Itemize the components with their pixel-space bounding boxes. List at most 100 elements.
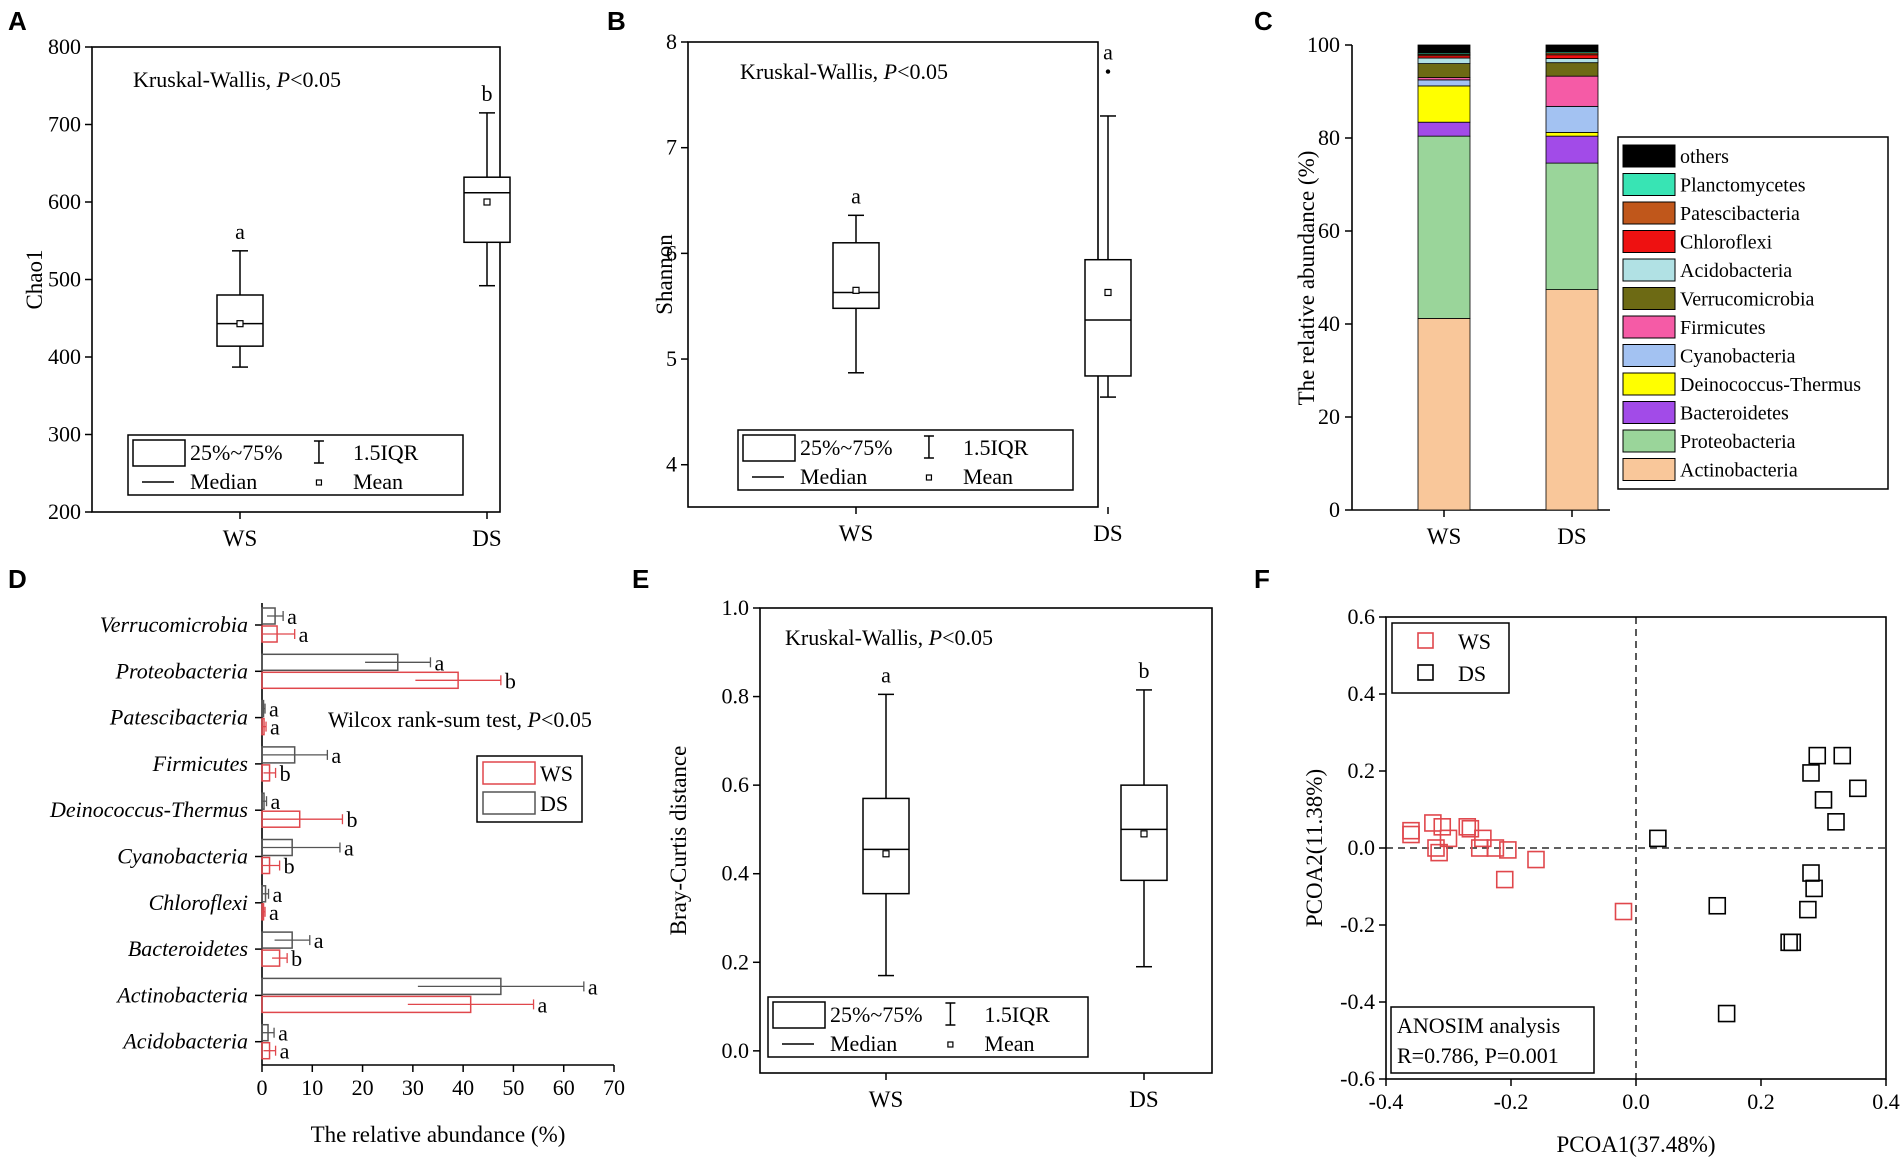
data-point-ws <box>1430 843 1448 862</box>
x-tick-label: 30 <box>402 1075 424 1100</box>
mean-marker <box>236 320 244 328</box>
legend-box-swatch <box>742 434 796 462</box>
data-point-ws <box>1424 814 1442 832</box>
bar-segment-verrucomicrobia <box>1545 62 1599 77</box>
x-tick-label: DS <box>1129 1087 1158 1112</box>
data-point-ds <box>1717 1004 1736 1023</box>
significance-letter: a <box>280 1039 290 1064</box>
data-point-ds <box>1827 813 1845 831</box>
test-p-symbol: P <box>276 67 290 92</box>
data-point-ws <box>1486 839 1505 857</box>
y-tick-label: -0.6 <box>1340 1066 1375 1091</box>
data-point-ws <box>1458 818 1477 836</box>
legend-mean-label: Mean <box>963 464 1013 489</box>
bar-segment-cyanobacteria <box>1545 105 1599 133</box>
data-point-ws <box>1439 829 1458 848</box>
y-tick-label: Acidobacteria <box>121 1029 248 1054</box>
data-point-ds <box>1805 879 1823 898</box>
mean-marker <box>1104 288 1112 297</box>
y-tick-label: 5 <box>666 346 677 371</box>
significance-letter: a <box>588 974 598 999</box>
y-tick-label: 60 <box>1318 218 1340 243</box>
anosim-annotation: ANOSIM analysis R=0.786, P=0.001 <box>1390 1006 1595 1074</box>
legend-swatch-patescibacteria <box>1622 201 1676 225</box>
y-tick-label: 0.6 <box>722 772 750 797</box>
legend: 25%~75% 1.5IQR Median Mean <box>737 429 1074 491</box>
panel-b-shannon-boxplot: B 4 5 6 7 8 Shannon Kruskal-Wallis, P<0.05 a WS a D… <box>607 6 1132 546</box>
x-axis-title: The relative abundance (%) <box>311 1122 566 1147</box>
mean-marker <box>882 850 890 858</box>
bar-segment-deinococcus-thermus <box>1417 85 1471 123</box>
y-tick-label: Firmicutes <box>152 751 248 776</box>
legend-label-ws: WS <box>1458 629 1491 654</box>
box-group-ws: a <box>832 183 880 374</box>
bar-segment-acidobacteria <box>1545 58 1599 64</box>
significance-letter: b <box>280 761 291 786</box>
legend-mean-label: Mean <box>353 469 403 494</box>
y-tick-label: 700 <box>48 112 81 137</box>
legend-swatch-cyanobacteria <box>1622 344 1676 367</box>
box-group-ds: b <box>463 81 511 287</box>
y-tick-label: Patescibacteria <box>109 705 248 730</box>
significance-letter: a <box>287 604 297 629</box>
data-point-ds <box>1802 864 1820 882</box>
significance-letter: a <box>538 992 548 1017</box>
plot-frame <box>759 607 1213 1074</box>
significance-letter: a <box>269 900 279 925</box>
y-tick-label: 0.8 <box>722 684 750 709</box>
legend-swatch-deinococcus-thermus <box>1622 372 1676 396</box>
y-tick-label: 0.2 <box>722 949 750 974</box>
y-axis-title: Shannon <box>652 234 677 315</box>
data-point-ws <box>1614 902 1633 921</box>
significance-letter: a <box>273 882 283 907</box>
legend-frame <box>1391 622 1510 694</box>
legend: 25%~75% 1.5IQR Median Mean <box>127 434 464 496</box>
data-point-ws <box>1495 870 1514 889</box>
data-point-ds <box>1802 764 1820 782</box>
legend-swatch-firmicutes <box>1622 315 1676 339</box>
legend-median-label: Median <box>800 464 867 489</box>
data-point-ws <box>1461 819 1480 838</box>
x-tick-label: WS <box>1427 524 1462 549</box>
legend-box-label: 25%~75% <box>830 1002 923 1027</box>
y-tick-label: 800 <box>48 34 81 59</box>
panel-label-f: F <box>1254 564 1270 594</box>
legend: WS DS <box>476 755 583 823</box>
iqr-box <box>1084 258 1132 377</box>
legend-label-deinococcus-thermus: Deinococcus-Thermus <box>1680 374 1861 396</box>
data-point-ws <box>1499 841 1517 859</box>
legend-label-others: others <box>1680 146 1729 168</box>
annotation-line-1: ANOSIM analysis <box>1397 1013 1560 1038</box>
x-tick-label: 60 <box>553 1075 575 1100</box>
test-p-value: <0.05 <box>290 67 341 92</box>
significance-letter: a <box>235 219 245 244</box>
significance-letter: b <box>291 946 302 971</box>
legend-box-label: 25%~75% <box>800 435 893 460</box>
legend-label-ds: DS <box>540 791 568 816</box>
test-annotation: Kruskal-Wallis, P<0.05 <box>133 67 341 92</box>
y-tick-label: 100 <box>1307 32 1340 57</box>
y-tick-label: 600 <box>48 189 81 214</box>
x-tick-label: 70 <box>603 1075 625 1100</box>
y-tick-label: Verrucomicrobia <box>100 612 248 637</box>
y-axis-title: PCOA2(11.38%) <box>1302 769 1327 927</box>
panel-f-pcoa-scatter: F-0.6-0.4-0.20.00.20.40.6-0.4 -0.2 0.0 0.2 0… <box>1254 564 1900 1157</box>
y-tick-label: 8 <box>666 29 677 54</box>
y-tick-label: 200 <box>48 499 81 524</box>
bar-segment-proteobacteria <box>1545 162 1599 290</box>
y-tick-label: -0.2 <box>1340 912 1375 937</box>
legend-box-swatch <box>132 439 186 467</box>
data-point-ws <box>1474 829 1492 848</box>
legend-label-acidobacteria: Acidobacteria <box>1680 260 1792 282</box>
y-tick-label: 300 <box>48 422 81 447</box>
panel-label-a: A <box>8 6 27 36</box>
y-tick-label: 4 <box>666 452 677 477</box>
significance-letter: a <box>299 622 309 647</box>
y-tick-label: 20 <box>1318 404 1340 429</box>
test-annotation: Kruskal-Wallis, P<0.05 <box>785 625 993 650</box>
y-tick-label: 0.4 <box>1348 681 1376 706</box>
panel-d-horizontal-bar-chart: D 0 10 20 30 40 50 60 70 The relative abundance (… <box>8 564 625 1147</box>
significance-letter: a <box>270 715 280 740</box>
test-p-symbol: P <box>883 59 897 84</box>
box-group-ws: a <box>862 662 910 977</box>
